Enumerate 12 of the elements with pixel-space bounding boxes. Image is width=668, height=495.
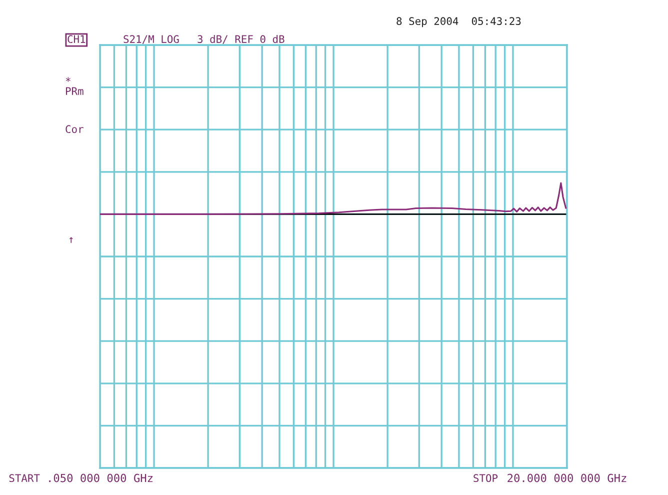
text: ↑ [69, 237, 73, 243]
text: PRm [66, 87, 84, 95]
text: Cor [66, 125, 84, 134]
x-tick-label: 20.000 000 000 GHz [508, 474, 626, 482]
text: 3 dB/ REF 0 dB [198, 34, 284, 44]
text: CH1 [68, 35, 86, 44]
text: 8 Sep 2004 05:43:23 [396, 17, 521, 28]
text: S21/M LOG [124, 35, 179, 44]
text: STOP [474, 474, 498, 482]
text: * [66, 77, 70, 82]
text: START [9, 474, 40, 482]
x-tick-label: .050 000 000 GHz [49, 474, 152, 482]
